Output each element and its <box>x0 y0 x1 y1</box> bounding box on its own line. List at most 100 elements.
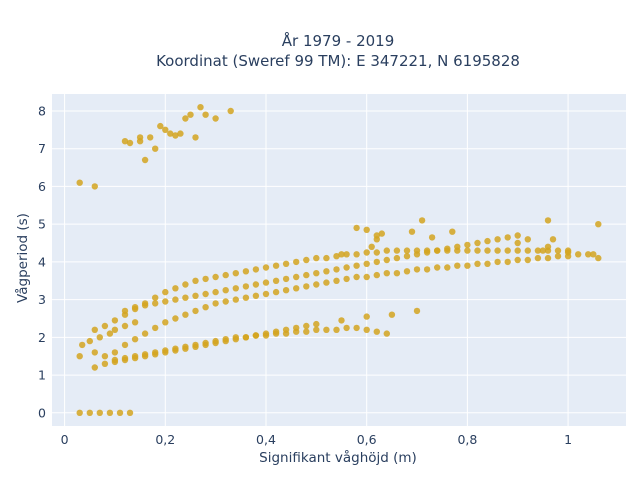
data-point <box>549 236 557 243</box>
data-point <box>484 260 491 267</box>
x-axis-title: Signifikant våghöjd (m) <box>259 449 417 466</box>
data-point <box>464 241 471 249</box>
data-point <box>91 364 99 371</box>
data-point <box>101 360 109 367</box>
data-point <box>333 326 340 333</box>
data-point <box>141 302 149 309</box>
data-point <box>262 290 270 298</box>
data-point <box>116 409 124 416</box>
data-point <box>282 260 290 267</box>
data-point <box>111 349 119 356</box>
data-point <box>167 130 174 137</box>
data-point <box>182 115 189 122</box>
data-points <box>76 104 602 416</box>
data-point <box>162 288 169 296</box>
data-point <box>76 353 83 360</box>
data-point <box>303 271 310 279</box>
data-point <box>152 300 159 307</box>
data-point <box>101 322 109 330</box>
data-point <box>182 311 189 318</box>
x-tick-labels: 0 0,2 0,4 0,6 0,8 1 <box>61 432 572 447</box>
data-point <box>303 322 310 330</box>
data-point <box>232 334 239 341</box>
x-tick-label: 0,4 <box>256 432 276 447</box>
data-point <box>182 294 189 301</box>
data-point <box>393 247 401 254</box>
data-point <box>222 287 229 294</box>
data-point <box>323 279 330 286</box>
data-point <box>111 317 119 324</box>
data-point <box>383 247 390 254</box>
y-tick-labels: 0 1 2 3 4 5 6 7 8 <box>38 103 46 420</box>
data-point <box>514 256 521 264</box>
data-point <box>131 336 139 343</box>
data-point <box>202 275 209 283</box>
data-point <box>313 281 320 288</box>
data-point <box>343 251 350 258</box>
data-point <box>393 254 401 262</box>
data-point <box>413 307 421 315</box>
data-point <box>106 409 114 416</box>
data-point <box>323 254 330 262</box>
data-point <box>373 258 380 266</box>
data-point <box>388 311 396 318</box>
data-point <box>590 251 597 258</box>
data-point <box>403 247 411 254</box>
x-tick-label: 0 <box>61 432 69 447</box>
data-point <box>293 273 300 281</box>
data-point <box>262 264 270 271</box>
data-point <box>172 315 179 322</box>
data-point <box>403 253 411 260</box>
data-point <box>585 251 592 258</box>
data-point <box>121 341 129 349</box>
data-point <box>554 253 562 260</box>
data-point <box>544 217 552 224</box>
data-point <box>141 330 149 337</box>
data-point <box>182 343 189 350</box>
data-point <box>222 336 229 343</box>
data-point <box>373 232 380 239</box>
x-tick-label: 0,8 <box>457 432 477 447</box>
data-point <box>106 330 114 337</box>
data-point <box>353 251 360 258</box>
data-point <box>182 281 189 288</box>
data-point <box>413 266 421 273</box>
data-point <box>595 221 602 228</box>
data-point <box>333 253 340 260</box>
data-point <box>408 228 416 235</box>
data-point <box>333 277 340 284</box>
data-point <box>202 339 209 347</box>
data-point <box>363 226 370 233</box>
data-point <box>464 262 471 269</box>
data-point <box>111 356 119 364</box>
data-point <box>242 334 250 341</box>
data-point <box>524 247 531 254</box>
data-point <box>323 326 330 333</box>
data-point <box>187 111 194 118</box>
data-point <box>91 349 99 356</box>
chart-title-line2: Koordinat (Sweref 99 TM): E 347221, N 61… <box>156 52 520 70</box>
data-point <box>272 277 280 284</box>
data-point <box>212 337 219 345</box>
data-point <box>514 247 521 254</box>
data-point <box>131 304 139 311</box>
data-point <box>232 270 239 277</box>
data-point <box>544 254 552 262</box>
data-point <box>454 243 461 250</box>
data-point <box>147 134 154 141</box>
data-point <box>162 126 169 133</box>
data-point <box>504 234 511 241</box>
data-point <box>192 277 199 284</box>
data-point <box>242 283 250 290</box>
data-point <box>383 330 390 337</box>
data-point <box>363 313 370 320</box>
data-point <box>338 317 345 324</box>
data-point <box>282 287 290 294</box>
y-tick-label: 2 <box>38 330 46 345</box>
data-point <box>86 337 94 345</box>
data-point <box>434 247 441 254</box>
data-point <box>403 268 411 275</box>
data-point <box>434 264 441 271</box>
data-point <box>504 258 511 266</box>
